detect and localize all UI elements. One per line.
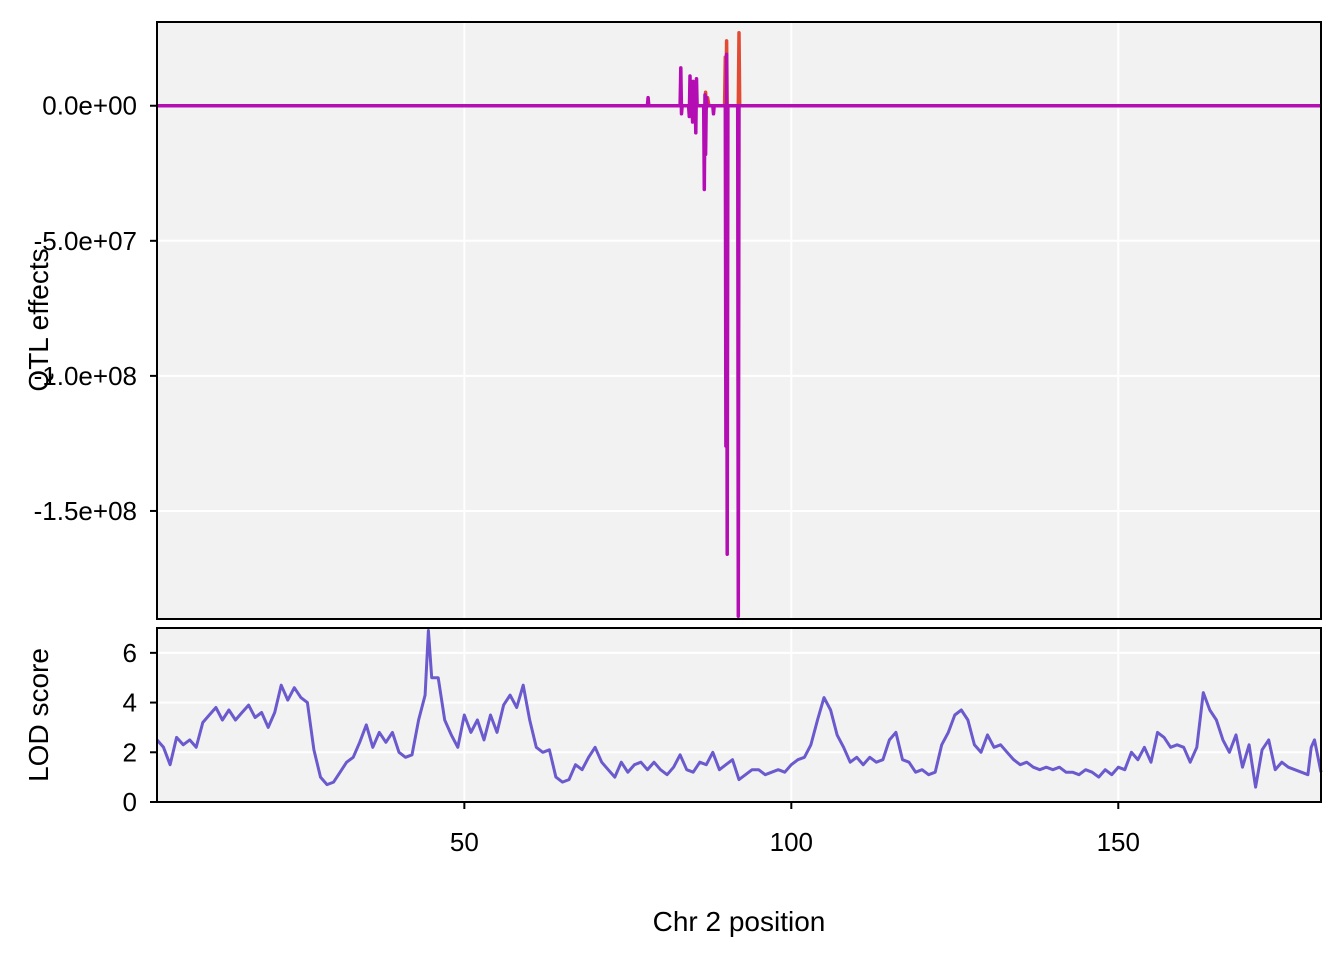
top-y-tick-label: -5.0e+07 xyxy=(34,226,137,256)
top-panel-series xyxy=(157,31,1321,619)
lod-series-line-0 xyxy=(155,629,1323,789)
x-tick-label: 100 xyxy=(770,827,813,857)
bottom-y-tick-label: 6 xyxy=(123,638,137,668)
bottom-y-tick-label: 4 xyxy=(123,688,137,718)
x-tick-label: 150 xyxy=(1097,827,1140,857)
x-tick-label: 50 xyxy=(450,827,479,857)
bottom-y-tick-label: 0 xyxy=(123,787,137,817)
top-y-tick-label: -1.5e+08 xyxy=(34,496,137,526)
bottom-y-axis-label: LOD score xyxy=(23,648,54,782)
bottom-panel-background xyxy=(157,628,1321,802)
top-panel-border xyxy=(156,21,1322,620)
top-y-tick-label: -1.0e+08 xyxy=(34,361,137,391)
x-axis-label: Chr 2 position xyxy=(653,906,826,937)
top-y-axis-label: QTL effects xyxy=(23,248,54,391)
top-y-tick-label: 0.0e+00 xyxy=(42,91,137,121)
top-panel-y-ticks: 0.0e+00 -5.0e+07 -1.0e+08 -1.5e+08 xyxy=(34,91,157,526)
bottom-y-tick-label: 2 xyxy=(123,737,137,767)
x-axis-ticks: 50 100 150 xyxy=(450,802,1140,857)
bottom-panel-border xyxy=(156,627,1322,803)
top-series-line-1 xyxy=(157,52,1321,619)
bottom-panel-grid xyxy=(157,628,1321,803)
bottom-panel-series xyxy=(155,629,1323,789)
bottom-panel-y-ticks: 0 2 4 6 xyxy=(123,638,157,817)
